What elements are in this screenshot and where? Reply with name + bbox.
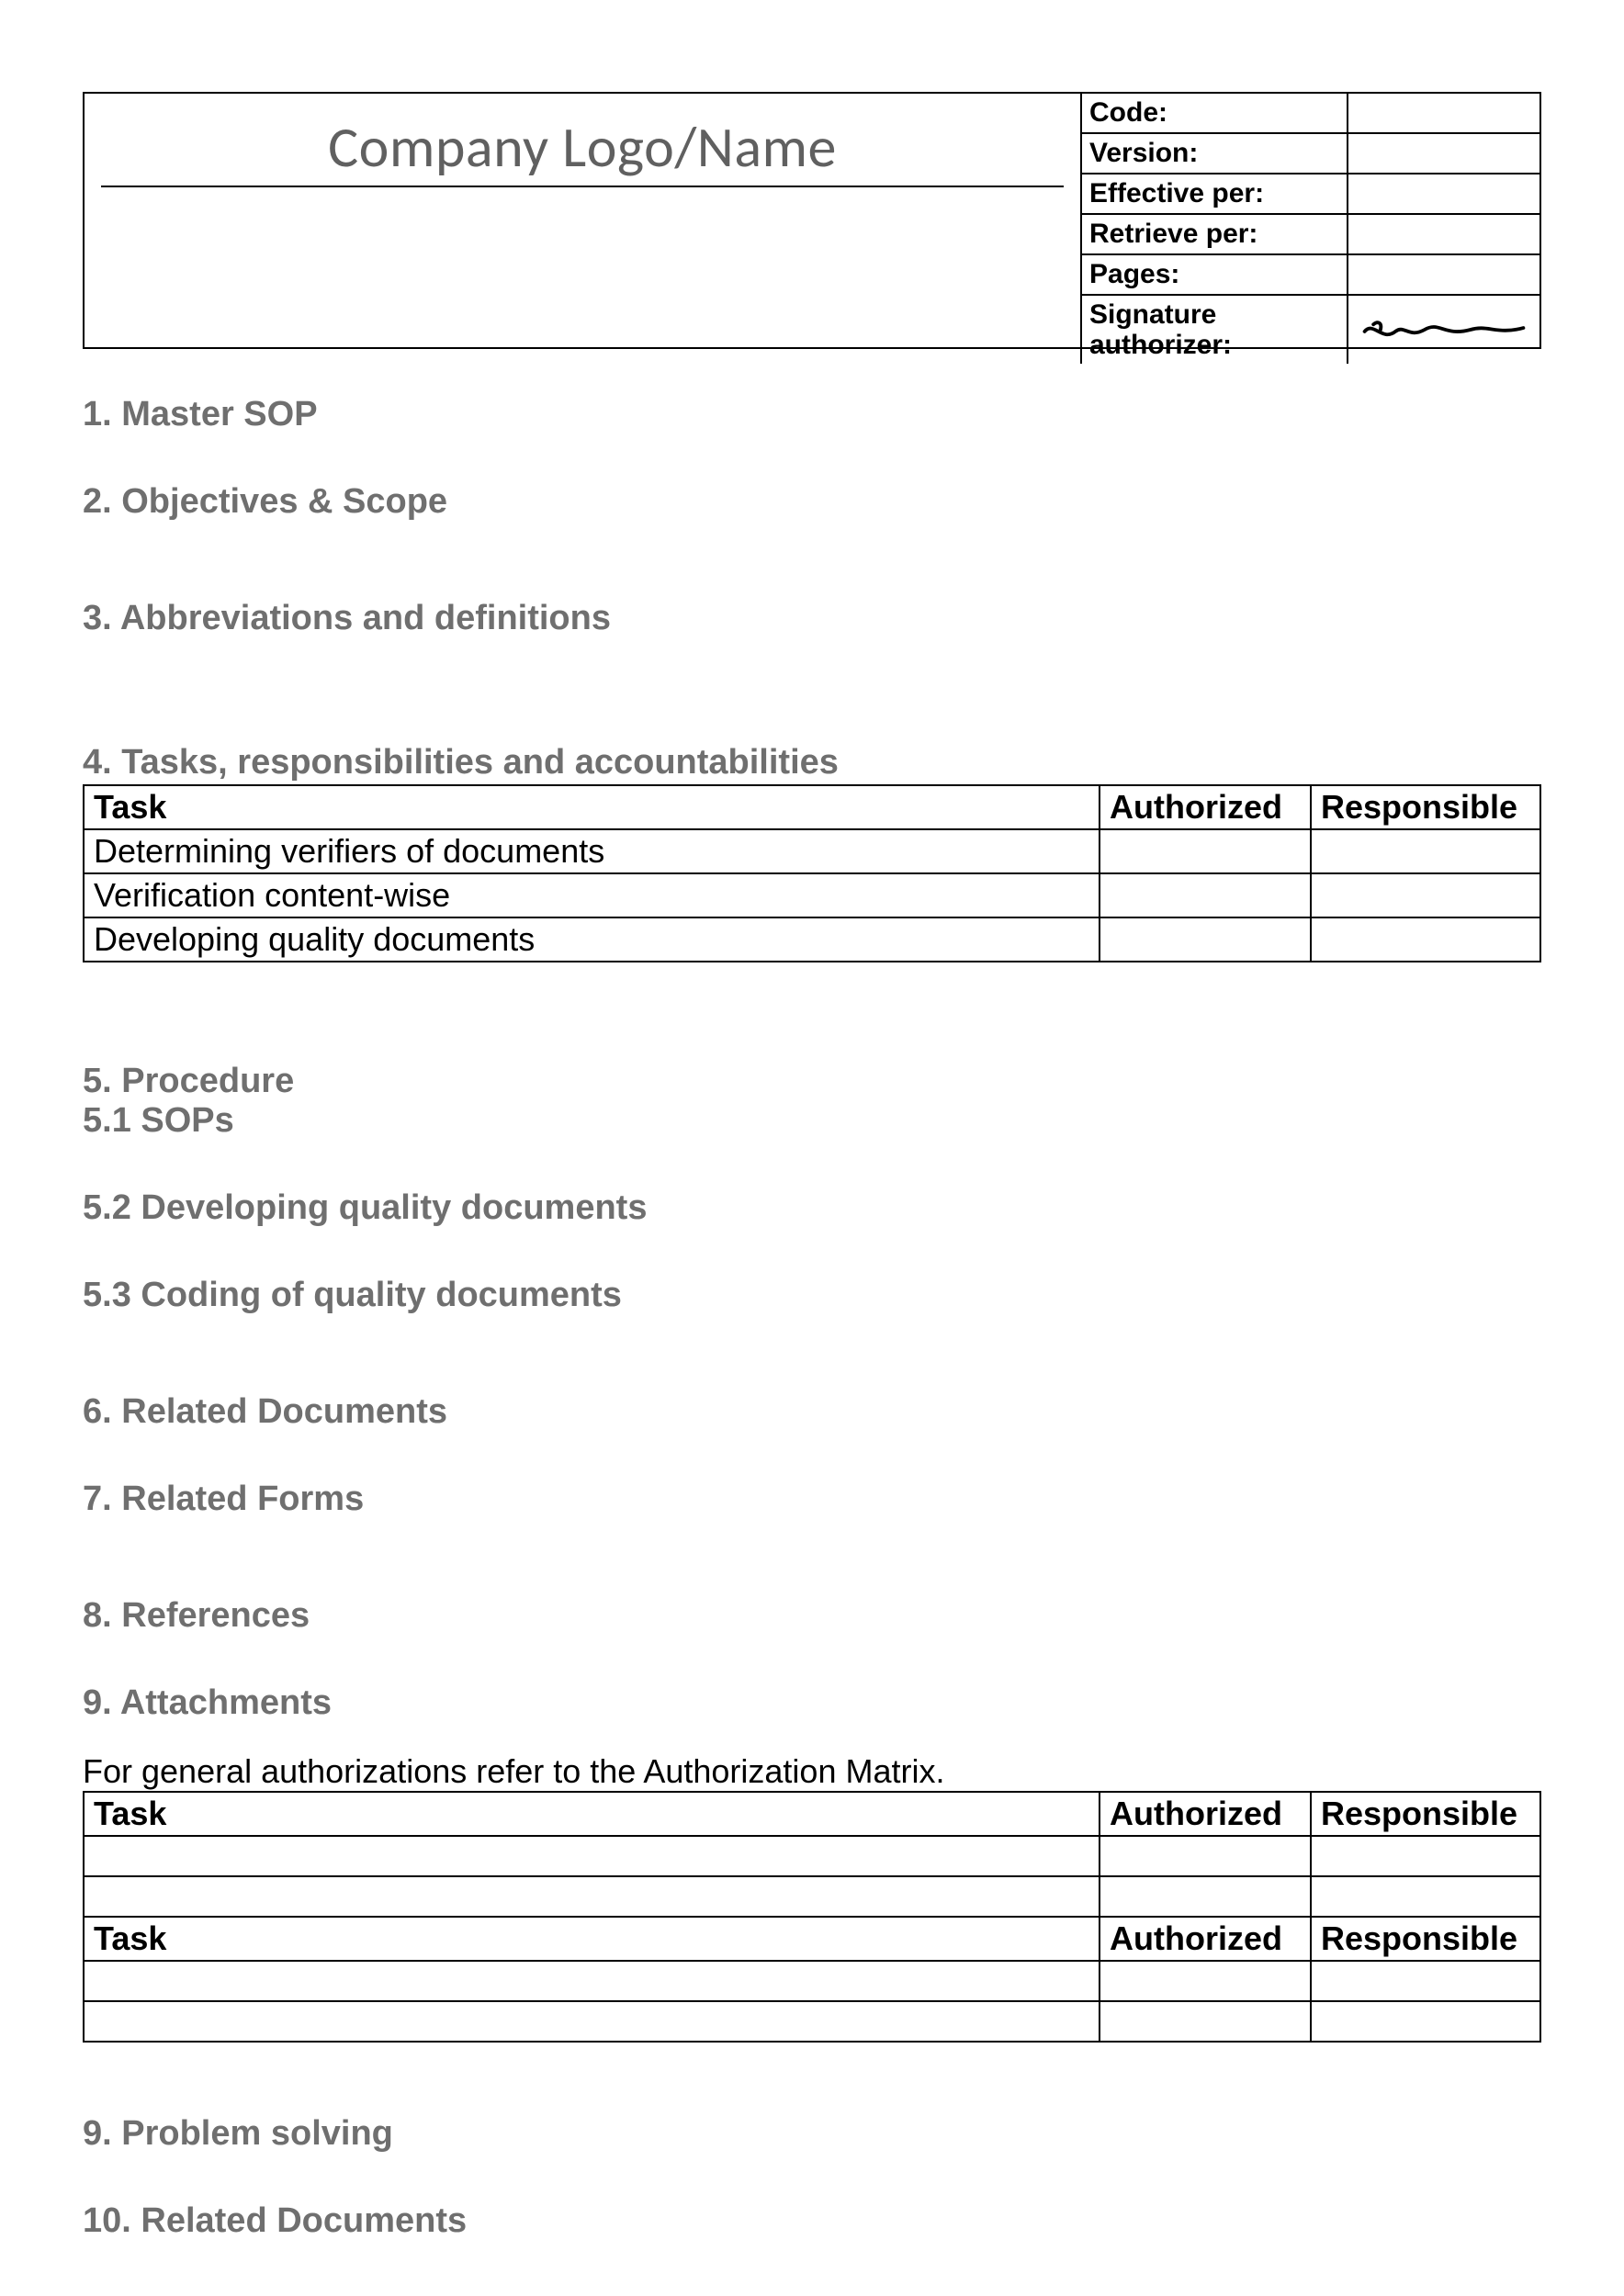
meta-label: Pages: [1082,255,1348,294]
table-cell [84,1836,1100,1876]
section-heading: 1. Master SOP [83,395,1541,434]
authorization-table: Task Authorized Responsible Task Authori… [83,1791,1541,2043]
table-cell: Determining verifiers of documents [84,829,1100,873]
company-underline [101,186,1064,187]
meta-label: Version: [1082,134,1348,173]
meta-row-effective: Effective per: [1080,173,1539,213]
table-cell [1100,1961,1311,2001]
table-cell [1100,2001,1311,2042]
section-heading: 4. Tasks, responsibilities and accountab… [83,743,1541,782]
table-header: Authorized [1100,1917,1311,1961]
meta-row-pages: Pages: [1080,253,1539,294]
section-heading: 5.1 SOPs [83,1101,1541,1141]
section-heading: 9. Problem solving [83,2114,1541,2154]
meta-value [1348,174,1539,213]
meta-row-signature: Signature authorizer: [1080,294,1539,364]
table-row [84,1961,1540,2001]
table-cell [1311,1836,1540,1876]
table-row [84,1836,1540,1876]
table-cell [84,2001,1100,2042]
table-cell [1100,1876,1311,1917]
table-header-row: Task Authorized Responsible [84,1792,1540,1836]
table-row: Determining verifiers of documents [84,829,1540,873]
meta-value [1348,255,1539,294]
signature-cell [1348,296,1539,364]
meta-value [1348,215,1539,253]
table-header: Task [84,785,1100,829]
table-header: Task [84,1792,1100,1836]
meta-value [1348,134,1539,173]
meta-label: Code: [1082,94,1348,132]
table-header: Authorized [1100,785,1311,829]
table-header-row: Task Authorized Responsible [84,1917,1540,1961]
table-header: Authorized [1100,1792,1311,1836]
document-page: Company Logo/Name Code: Version: Effecti… [0,0,1624,2296]
table-cell [1311,917,1540,962]
section-heading: 5. Procedure [83,1062,1541,1101]
table-row: Developing quality documents [84,917,1540,962]
tasks-table: Task Authorized Responsible Determining … [83,784,1541,962]
header-left-cell: Company Logo/Name [85,94,1080,347]
section-heading: 10. Related Documents [83,2201,1541,2241]
table-header: Responsible [1311,785,1540,829]
section-heading: 3. Abbreviations and definitions [83,599,1541,638]
table-row: Verification content-wise [84,873,1540,917]
meta-label: Signature authorizer: [1082,296,1348,364]
table-cell [1100,873,1311,917]
attachments-note: For general authorizations refer to the … [83,1752,1541,1791]
table-cell [1311,829,1540,873]
table-header: Responsible [1311,1917,1540,1961]
table-header: Responsible [1311,1792,1540,1836]
meta-row-retrieve: Retrieve per: [1080,213,1539,253]
table-cell: Developing quality documents [84,917,1100,962]
meta-row-code: Code: [1080,94,1539,132]
table-cell: Verification content-wise [84,873,1100,917]
meta-value [1348,94,1539,132]
section-heading: 9. Attachments [83,1683,1541,1723]
section-heading: 2. Objectives & Scope [83,482,1541,522]
meta-row-version: Version: [1080,132,1539,173]
table-cell [1100,917,1311,962]
table-cell [1100,1836,1311,1876]
table-cell [1311,873,1540,917]
table-row [84,2001,1540,2042]
section-heading: 7. Related Forms [83,1480,1541,1519]
header-meta-table: Code: Version: Effective per: Retrieve p… [1080,94,1539,347]
document-header: Company Logo/Name Code: Version: Effecti… [83,92,1541,349]
meta-label: Effective per: [1082,174,1348,213]
company-name: Company Logo/Name [94,112,1071,182]
table-cell [1311,1876,1540,1917]
table-cell [84,1961,1100,2001]
table-cell [84,1876,1100,1917]
table-header: Task [84,1917,1100,1961]
meta-label: Retrieve per: [1082,215,1348,253]
section-heading: 8. References [83,1596,1541,1636]
table-row [84,1876,1540,1917]
section-heading: 6. Related Documents [83,1392,1541,1432]
signature-icon [1356,311,1532,348]
section-heading: 5.3 Coding of quality documents [83,1276,1541,1315]
table-cell [1311,1961,1540,2001]
table-cell [1311,2001,1540,2042]
table-header-row: Task Authorized Responsible [84,785,1540,829]
section-heading: 5.2 Developing quality documents [83,1188,1541,1228]
table-cell [1100,829,1311,873]
